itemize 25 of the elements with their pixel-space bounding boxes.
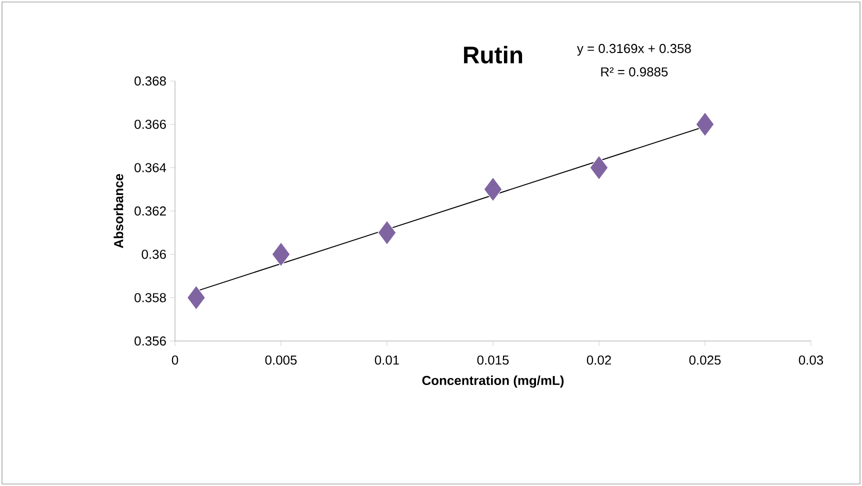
- x-tick-label: 0.01: [374, 356, 399, 365]
- y-tick-label: 0.356: [134, 336, 166, 346]
- point: [484, 177, 502, 202]
- x-axis-title: Concentration (mg/mL): [422, 376, 564, 388]
- y-tick-label: 0.362: [134, 206, 166, 216]
- point: [378, 220, 396, 245]
- y-axis-title: Absorbance: [114, 174, 124, 248]
- x-tick-label: 0.015: [477, 356, 509, 365]
- y-tick-label: 0.36: [142, 250, 166, 259]
- chart-title: Rutin: [464, 46, 522, 64]
- x-tick-label: 0.005: [265, 356, 297, 365]
- y-tick-label: 0.366: [134, 120, 166, 129]
- point: [590, 155, 608, 180]
- point: [186, 285, 206, 310]
- point: [696, 112, 714, 137]
- x-tick-label: 0.03: [798, 356, 824, 365]
- x-tick-label: 0: [172, 356, 178, 365]
- x-tick-label: 0.02: [586, 356, 611, 365]
- text: y = 0.3169x + 0.358: [576, 44, 691, 56]
- x-tick-label: 0.025: [689, 356, 721, 365]
- y-tick-label: 0.358: [134, 293, 166, 302]
- text: R² = 0.9885: [601, 67, 668, 76]
- point: [272, 242, 290, 267]
- y-tick-label: 0.364: [134, 163, 166, 172]
- y-tick-label: 0.368: [134, 76, 166, 86]
